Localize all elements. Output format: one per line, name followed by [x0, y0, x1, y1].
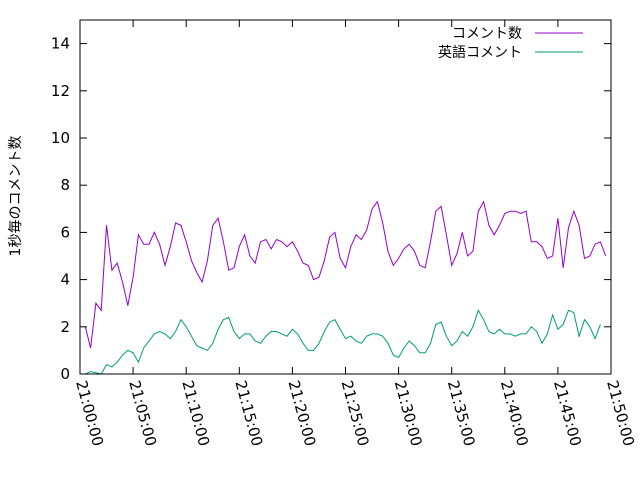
y-axis-label: 1秒毎のコメント数	[8, 136, 24, 257]
y-tick-label: 12	[51, 82, 70, 100]
x-tick-label: 21:30:00	[391, 378, 426, 448]
axis-layer: 0 2 4 6 8 10 12 14 21:00:00 21:05:00 21:10:00 21:15…	[51, 20, 638, 448]
y-tick-label: 14	[51, 35, 70, 53]
legend-label: 英語コメント	[438, 44, 522, 61]
y-tick-label: 0	[60, 365, 70, 383]
x-tick-label: 21:45:00	[550, 378, 585, 448]
y-tick-label: 6	[60, 223, 70, 241]
x-tick-label: 21:10:00	[178, 378, 213, 448]
x-tick-label: 21:05:00	[125, 378, 160, 448]
x-tick-label: 21:00:00	[72, 378, 107, 448]
y-tick-label: 4	[60, 271, 70, 289]
x-tick-label: 21:40:00	[497, 378, 532, 448]
y-tick-label: 8	[60, 176, 70, 194]
series-line-2	[85, 309, 601, 375]
series-line-1	[84, 200, 607, 349]
plot-frame	[79, 19, 612, 375]
y-tick-label: 2	[60, 318, 70, 336]
x-tick-label: 21:15:00	[231, 378, 266, 448]
legend-label: コメント数	[452, 26, 522, 42]
x-tick-label: 21:25:00	[338, 378, 373, 448]
x-tick-label: 21:35:00	[444, 378, 479, 448]
x-tick-label: 21:20:00	[285, 378, 320, 448]
x-tick-label: 21:50:00	[603, 378, 638, 448]
series-layer	[84, 200, 607, 375]
y-tick-label: 10	[51, 129, 70, 147]
